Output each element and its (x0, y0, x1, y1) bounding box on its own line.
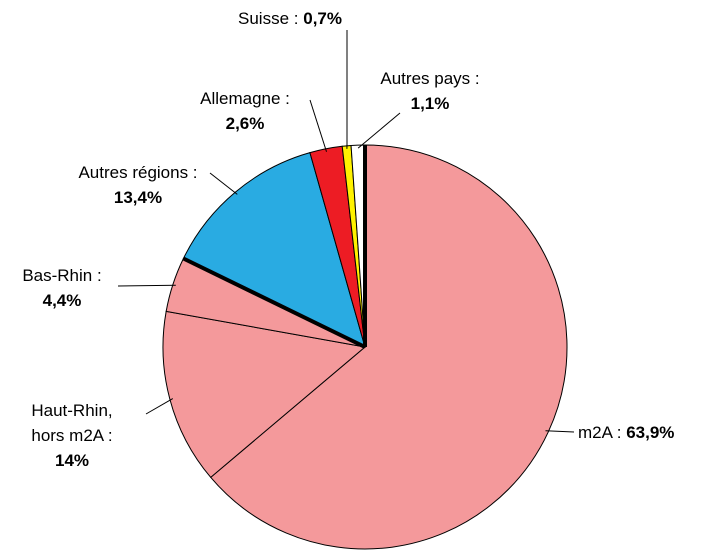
category-name: Suisse : (238, 9, 299, 28)
data-label: m2A : 63,9% (578, 420, 674, 445)
value-label: 2,6% (225, 114, 265, 133)
value-label: 13,4% (113, 188, 163, 207)
data-label: Autres pays : 1,1% (365, 66, 495, 116)
category-name: Allemagne : (200, 89, 290, 108)
data-label: Allemagne : 2,6% (185, 86, 305, 136)
category-name: Bas-Rhin : (22, 266, 102, 285)
value-label: 63,9% (626, 423, 675, 442)
category-name: m2A : (578, 423, 622, 442)
category-name: Autres régions : (78, 163, 198, 182)
leader-line (309, 99, 327, 152)
leader-line (209, 172, 238, 195)
category-name: Autres pays : (380, 69, 480, 88)
pie-slice (182, 152, 366, 348)
data-label: Bas-Rhin : 4,4% (7, 263, 117, 313)
pie-slice (209, 144, 568, 550)
value-label: 4,4% (42, 291, 82, 310)
data-label: Haut-Rhin, hors m2A : 14% (22, 398, 122, 473)
leader-line (357, 112, 401, 149)
data-label: Suisse : 0,7% (215, 6, 365, 31)
pie-slice (162, 310, 367, 479)
value-label: 14% (54, 451, 90, 470)
value-label: 1,1% (410, 94, 450, 113)
data-label: Autres régions : 13,4% (63, 160, 213, 210)
value-label: 0,7% (303, 9, 342, 28)
category-name: Haut-Rhin, hors m2A : (31, 401, 113, 445)
leader-line (145, 398, 174, 415)
separator (182, 256, 366, 349)
leader-line (545, 430, 575, 433)
leader-line (117, 284, 176, 287)
